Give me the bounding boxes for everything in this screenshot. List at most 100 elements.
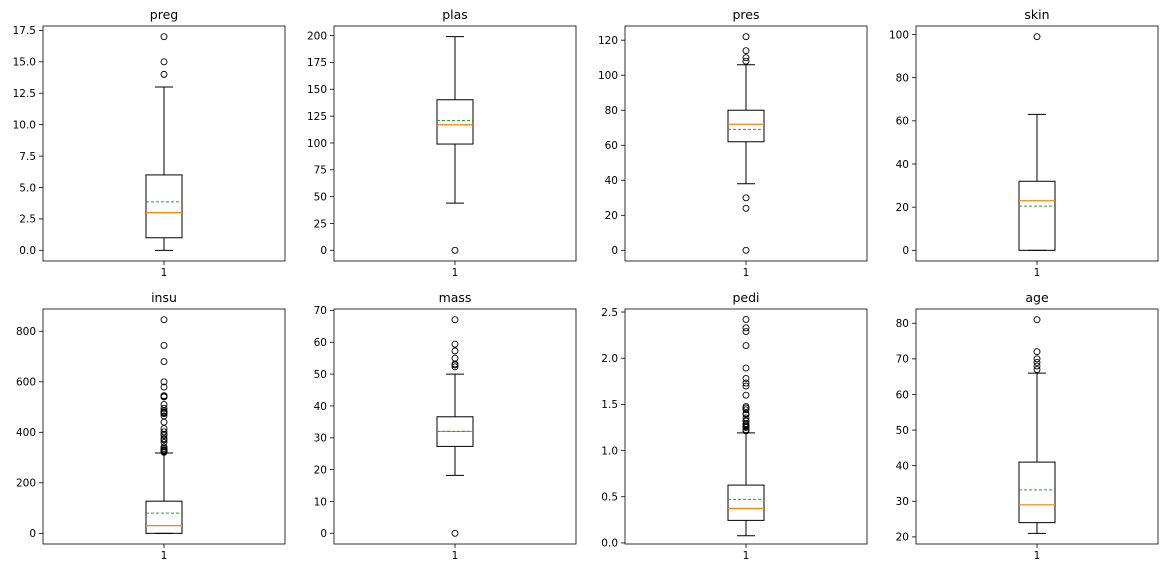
panel-title: pedi bbox=[732, 290, 759, 305]
outlier-point bbox=[160, 401, 168, 408]
iqr-box bbox=[727, 484, 765, 521]
axes-frame bbox=[915, 25, 1159, 262]
y-tick-label: 80 bbox=[896, 72, 909, 84]
outlier-point bbox=[160, 70, 168, 78]
outlier-point bbox=[742, 364, 750, 372]
y-tick-label: 80 bbox=[896, 318, 909, 330]
outlier-point bbox=[1033, 316, 1041, 324]
panel-title: pres bbox=[732, 7, 759, 22]
y-tick-label: 5.0 bbox=[19, 182, 36, 194]
y-tick-label: 20 bbox=[605, 210, 618, 222]
outlier-point bbox=[1033, 355, 1041, 363]
x-tick-label: 1 bbox=[743, 267, 750, 279]
y-tick-label: 0 bbox=[320, 528, 327, 540]
iqr-box bbox=[145, 500, 183, 534]
y-tick-label: 40 bbox=[896, 460, 909, 472]
outlier-point bbox=[451, 246, 459, 254]
y-tick-label: 2.5 bbox=[19, 214, 36, 226]
outlier-point bbox=[1033, 358, 1041, 366]
outlier-point bbox=[451, 316, 459, 324]
y-tick-label: 20 bbox=[314, 464, 327, 476]
y-tick-label: 10.0 bbox=[13, 119, 36, 131]
y-tick-label: 0 bbox=[611, 245, 618, 257]
y-tick-label: 10 bbox=[314, 496, 327, 508]
outlier-point bbox=[742, 328, 750, 336]
outlier-point bbox=[742, 391, 750, 399]
panel-title: plas bbox=[442, 7, 468, 22]
panel-insu: insu 0 200 400 600 800 1 bbox=[16, 290, 286, 562]
panel-title: age bbox=[1025, 290, 1049, 305]
y-tick-label: 50 bbox=[896, 425, 909, 437]
y-tick-label: 0.0 bbox=[601, 538, 618, 550]
y-tick-label: 2.5 bbox=[601, 307, 618, 319]
outlier-point bbox=[1033, 348, 1041, 356]
y-tick-label: 12.5 bbox=[13, 88, 36, 100]
outlier-point bbox=[742, 406, 750, 414]
outlier-point bbox=[451, 340, 459, 348]
outlier-point bbox=[160, 341, 168, 349]
outlier-point bbox=[742, 204, 750, 212]
y-tick-label: 60 bbox=[896, 116, 909, 128]
panel-age: age 20 30 40 50 60 70 80 1 bbox=[896, 290, 1159, 562]
panel-title: mass bbox=[439, 290, 472, 305]
axes-frame bbox=[915, 308, 1159, 545]
y-tick-label: 70 bbox=[896, 354, 909, 366]
outlier-point bbox=[160, 378, 168, 386]
y-tick-label: 100 bbox=[307, 138, 327, 150]
outlier-point bbox=[742, 382, 750, 390]
y-tick-label: 15.0 bbox=[13, 57, 36, 69]
y-tick-label: 50 bbox=[314, 191, 327, 203]
outlier-point bbox=[1033, 362, 1041, 370]
iqr-box bbox=[145, 174, 183, 239]
y-tick-label: 150 bbox=[307, 84, 327, 96]
outlier-point bbox=[1033, 366, 1041, 373]
outlier-point bbox=[160, 404, 168, 412]
axes-frame bbox=[42, 308, 286, 545]
outlier-point bbox=[742, 194, 750, 202]
axes-frame bbox=[333, 308, 577, 545]
x-tick-label: 1 bbox=[452, 267, 459, 279]
y-tick-label: 125 bbox=[307, 111, 327, 123]
outlier-point bbox=[451, 354, 459, 362]
panel-pedi: pedi 0.0 0.5 1.0 1.5 2.0 2.5 1 bbox=[601, 290, 868, 562]
y-tick-label: 40 bbox=[605, 175, 618, 187]
y-tick-label: 75 bbox=[314, 165, 327, 177]
outlier-point bbox=[160, 428, 168, 436]
y-tick-label: 2.0 bbox=[601, 353, 618, 365]
outlier-point bbox=[742, 33, 750, 41]
y-tick-label: 70 bbox=[314, 305, 327, 317]
outlier-point bbox=[742, 379, 750, 387]
y-tick-label: 1.0 bbox=[601, 445, 618, 457]
y-tick-label: 20 bbox=[896, 202, 909, 214]
x-tick-label: 1 bbox=[161, 550, 168, 562]
y-tick-label: 17.5 bbox=[13, 25, 36, 37]
panel-skin: skin 0 20 40 60 80 100 1 bbox=[889, 7, 1159, 279]
outlier-point bbox=[160, 435, 168, 443]
outlier-point bbox=[451, 529, 459, 537]
y-tick-label: 0.5 bbox=[601, 492, 618, 504]
y-tick-label: 0.0 bbox=[19, 245, 36, 257]
y-tick-label: 600 bbox=[16, 377, 36, 389]
y-tick-label: 200 bbox=[16, 478, 36, 490]
panel-title: insu bbox=[151, 290, 177, 305]
outlier-point bbox=[742, 374, 750, 382]
x-tick-label: 1 bbox=[1034, 550, 1041, 562]
outlier-point bbox=[451, 347, 459, 355]
outlier-point bbox=[160, 33, 168, 41]
y-tick-label: 175 bbox=[307, 57, 327, 69]
panel-pres: pres 0 20 40 60 80 100 120 1 bbox=[598, 7, 868, 279]
outlier-point bbox=[160, 418, 168, 426]
axes-frame bbox=[42, 25, 286, 262]
y-tick-label: 200 bbox=[307, 30, 327, 42]
outlier-point bbox=[160, 58, 168, 66]
outlier-point bbox=[160, 412, 168, 420]
outlier-point bbox=[742, 403, 750, 411]
panel-mass: mass 0 10 20 30 40 50 60 70 1 bbox=[314, 290, 577, 562]
outlier-point bbox=[451, 363, 459, 371]
y-tick-label: 20 bbox=[896, 532, 909, 544]
y-tick-label: 25 bbox=[314, 218, 327, 230]
outlier-point bbox=[742, 47, 750, 55]
axes-frame bbox=[624, 25, 868, 262]
outlier-point bbox=[160, 316, 168, 324]
